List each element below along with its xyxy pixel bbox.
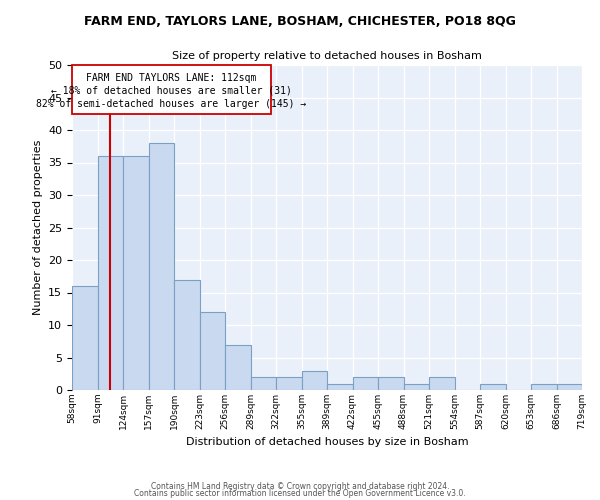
Bar <box>149 143 174 390</box>
Bar <box>353 377 378 390</box>
Text: Contains HM Land Registry data © Crown copyright and database right 2024.: Contains HM Land Registry data © Crown c… <box>151 482 449 491</box>
Bar <box>531 384 557 390</box>
Text: Contains public sector information licensed under the Open Government Licence v3: Contains public sector information licen… <box>134 488 466 498</box>
Bar <box>480 384 505 390</box>
FancyBboxPatch shape <box>72 65 271 114</box>
Bar <box>429 377 455 390</box>
Bar <box>302 370 327 390</box>
Text: FARM END TAYLORS LANE: 112sqm: FARM END TAYLORS LANE: 112sqm <box>86 73 257 83</box>
Bar <box>378 377 404 390</box>
Title: Size of property relative to detached houses in Bosham: Size of property relative to detached ho… <box>172 52 482 62</box>
Bar <box>404 384 429 390</box>
Bar <box>72 286 97 390</box>
Text: ← 18% of detached houses are smaller (31): ← 18% of detached houses are smaller (31… <box>51 86 292 96</box>
Y-axis label: Number of detached properties: Number of detached properties <box>32 140 43 315</box>
Bar <box>557 384 582 390</box>
Bar <box>225 344 251 390</box>
Bar <box>276 377 302 390</box>
Bar <box>123 156 149 390</box>
Text: 82% of semi-detached houses are larger (145) →: 82% of semi-detached houses are larger (… <box>37 99 307 109</box>
Bar <box>327 384 353 390</box>
Bar <box>97 156 123 390</box>
Bar <box>199 312 225 390</box>
Bar <box>251 377 276 390</box>
X-axis label: Distribution of detached houses by size in Bosham: Distribution of detached houses by size … <box>185 438 469 448</box>
Bar <box>174 280 199 390</box>
Text: FARM END, TAYLORS LANE, BOSHAM, CHICHESTER, PO18 8QG: FARM END, TAYLORS LANE, BOSHAM, CHICHEST… <box>84 15 516 28</box>
